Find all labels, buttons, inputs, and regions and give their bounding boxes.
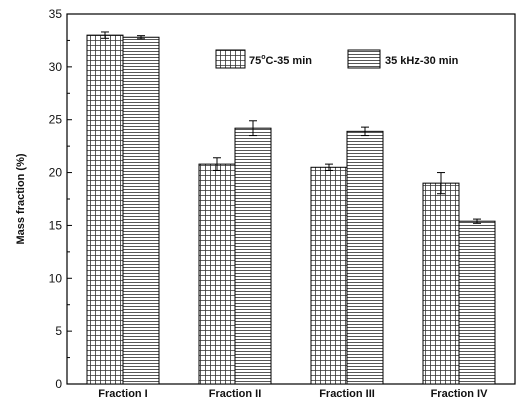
y-tick-label: 35	[49, 7, 63, 21]
y-axis-title: Mass fraction (%)	[15, 153, 27, 244]
bar-series-1	[86, 34, 124, 385]
bar-series-2	[458, 220, 496, 385]
bar-series-1	[422, 182, 460, 385]
legend-label-series-1: 75oC-35 min	[249, 54, 312, 67]
bar-series-1	[310, 166, 348, 385]
bar-series-2	[122, 36, 160, 385]
bars-group	[86, 34, 496, 385]
legend: 75oC-35 min 35 kHz-30 min	[215, 49, 459, 69]
y-tick-label: 10	[49, 271, 63, 285]
y-tick-label: 0	[55, 377, 62, 391]
x-tick-label: Fraction II	[209, 388, 262, 400]
y-tick-label: 20	[49, 166, 63, 180]
y-tick-label: 25	[49, 113, 63, 127]
error-bars-group	[101, 31, 481, 224]
legend-swatch-series-1	[215, 49, 246, 69]
legend-swatch-series-2	[347, 49, 381, 69]
x-tick-label: Fraction I	[98, 388, 148, 400]
legend-label-series-2: 35 kHz-30 min	[385, 55, 459, 67]
x-tick-label: Fraction IV	[431, 388, 489, 400]
y-axis: 0 5 10 15 20 25 30 35	[49, 7, 72, 391]
y-tick-label: 5	[55, 324, 62, 338]
y-tick-label: 30	[49, 60, 63, 74]
bar-series-2	[234, 127, 272, 385]
bar-series-1	[198, 163, 236, 385]
x-tick-label: Fraction III	[319, 388, 375, 400]
x-axis: Fraction I Fraction II Fraction III Fractio…	[98, 380, 488, 400]
y-tick-label: 15	[49, 218, 63, 232]
bar-series-2	[346, 130, 384, 385]
